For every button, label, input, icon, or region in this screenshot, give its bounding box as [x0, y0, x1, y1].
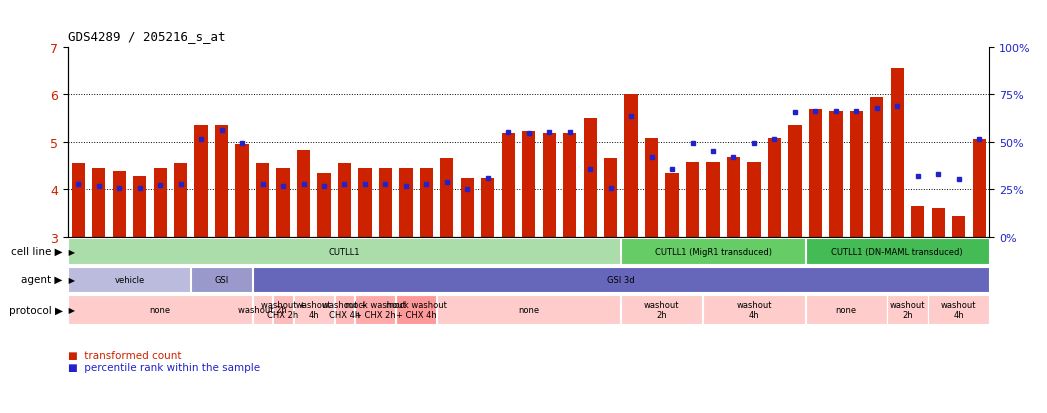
Bar	[911, 206, 925, 237]
Text: washout
4h: washout 4h	[296, 300, 332, 320]
Bar	[68, 239, 621, 264]
Bar	[870, 97, 884, 237]
Text: ▶: ▶	[66, 305, 75, 314]
Text: mock washout
+ CHX 2h: mock washout + CHX 2h	[344, 300, 405, 320]
Bar	[379, 169, 392, 237]
Bar	[68, 295, 252, 324]
Bar	[273, 295, 293, 324]
Text: ■  percentile rank within the sample: ■ percentile rank within the sample	[68, 362, 261, 372]
Text: CUTLL1 (DN-MAML transduced): CUTLL1 (DN-MAML transduced)	[831, 247, 963, 256]
Bar	[563, 134, 576, 237]
Bar	[829, 112, 843, 237]
Text: GSI: GSI	[215, 275, 228, 284]
Text: ▶: ▶	[66, 247, 75, 256]
Bar	[355, 295, 395, 324]
Bar	[68, 267, 191, 292]
Bar	[440, 159, 453, 237]
Bar	[154, 169, 166, 237]
Bar	[338, 164, 351, 237]
Text: washout +
CHX 4h: washout + CHX 4h	[322, 300, 366, 320]
Bar	[522, 132, 535, 237]
Bar	[174, 164, 187, 237]
Text: washout +
CHX 2h: washout + CHX 2h	[261, 300, 306, 320]
Bar	[215, 126, 228, 237]
Text: vehicle: vehicle	[114, 275, 144, 284]
Bar	[71, 164, 85, 237]
Bar	[399, 169, 413, 237]
Bar	[133, 176, 147, 237]
Bar	[542, 134, 556, 237]
Bar	[645, 139, 659, 237]
Bar	[686, 162, 699, 237]
Bar	[252, 267, 989, 292]
Bar	[621, 295, 703, 324]
Text: protocol ▶: protocol ▶	[8, 305, 63, 315]
Bar	[437, 295, 621, 324]
Bar	[788, 126, 802, 237]
Bar	[255, 164, 269, 237]
Bar	[502, 134, 515, 237]
Bar	[113, 172, 126, 237]
Bar	[891, 69, 904, 237]
Bar	[929, 295, 989, 324]
Text: agent ▶: agent ▶	[21, 275, 63, 285]
Bar	[707, 162, 719, 237]
Text: washout
2h: washout 2h	[890, 300, 926, 320]
Bar	[276, 169, 290, 237]
Bar	[952, 216, 965, 237]
Bar	[973, 140, 986, 237]
Bar	[297, 151, 310, 237]
Bar	[294, 295, 334, 324]
Bar	[236, 145, 249, 237]
Bar	[420, 169, 433, 237]
Bar	[727, 158, 740, 237]
Text: washout
2h: washout 2h	[644, 300, 680, 320]
Text: washout
4h: washout 4h	[736, 300, 772, 320]
Bar	[932, 208, 944, 237]
Text: mock washout
+ CHX 4h: mock washout + CHX 4h	[385, 300, 447, 320]
Text: none: none	[150, 305, 171, 314]
Text: CUTLL1: CUTLL1	[329, 247, 360, 256]
Text: ■  transformed count: ■ transformed count	[68, 350, 181, 360]
Bar	[805, 239, 989, 264]
Text: ▶: ▶	[66, 275, 75, 284]
Text: GDS4289 / 205216_s_at: GDS4289 / 205216_s_at	[68, 31, 225, 43]
Bar	[888, 295, 928, 324]
Bar	[252, 295, 272, 324]
Bar	[335, 295, 354, 324]
Text: none: none	[518, 305, 539, 314]
Bar	[666, 173, 678, 237]
Bar	[805, 295, 887, 324]
Text: none: none	[836, 305, 856, 314]
Bar	[604, 159, 618, 237]
Bar	[850, 112, 863, 237]
Text: cell line ▶: cell line ▶	[12, 247, 63, 256]
Bar	[195, 126, 207, 237]
Text: washout 2h: washout 2h	[238, 305, 287, 314]
Text: CUTLL1 (MigR1 transduced): CUTLL1 (MigR1 transduced)	[654, 247, 772, 256]
Bar	[461, 178, 474, 237]
Bar	[767, 139, 781, 237]
Bar	[482, 178, 494, 237]
Bar	[621, 239, 805, 264]
Text: washout
4h: washout 4h	[941, 300, 977, 320]
Bar	[624, 95, 638, 237]
Bar	[192, 267, 252, 292]
Bar	[583, 119, 597, 237]
Bar	[396, 295, 437, 324]
Bar	[358, 169, 372, 237]
Text: GSI 3d: GSI 3d	[607, 275, 634, 284]
Bar	[92, 169, 106, 237]
Bar	[748, 162, 760, 237]
Bar	[317, 173, 331, 237]
Bar	[704, 295, 805, 324]
Bar	[808, 109, 822, 237]
